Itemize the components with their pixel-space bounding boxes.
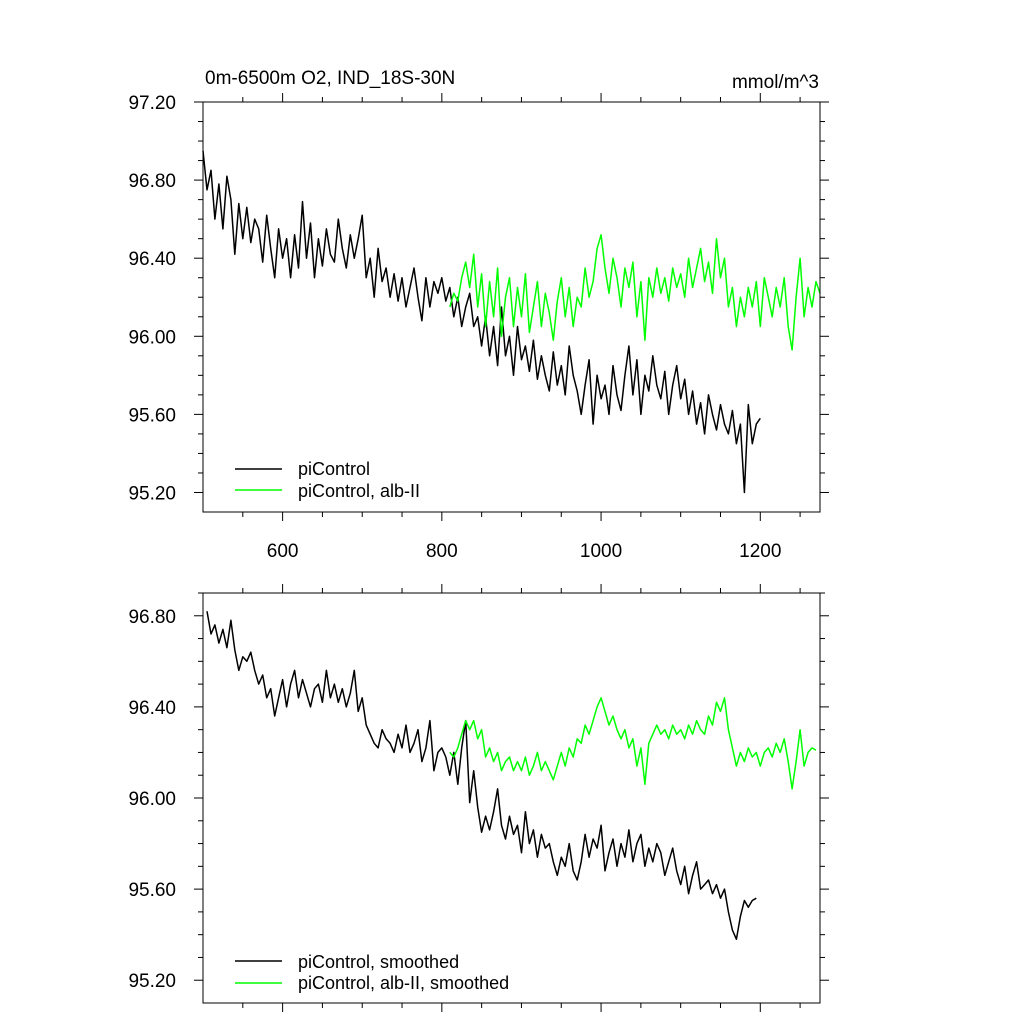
bottom-plot-frame <box>202 592 821 1004</box>
top-series-line-0 <box>202 150 761 494</box>
legend-label-picontrol-smoothed: piControl, smoothed <box>298 952 459 972</box>
y-tick-label: 96.00 <box>128 327 176 348</box>
y-tick-label: 96.00 <box>128 789 176 810</box>
chart-title: 0m-6500m O2, IND_18S-30N <box>205 68 455 89</box>
x-tick-label: 800 <box>426 541 458 562</box>
top-panel: 0m-6500m O2, IND_18S-30N mmol/m^3 600 800… <box>128 68 829 562</box>
y-tick-label: 96.40 <box>128 698 176 719</box>
y-tick-label: 96.40 <box>128 249 176 270</box>
y-tick-label: 95.20 <box>128 971 176 992</box>
bottom-panel: 95.20 95.60 96.00 96.40 96.80 piControl, smo… <box>128 584 829 1012</box>
legend: piControl, smoothed piControl, alb-II, s… <box>235 952 509 993</box>
x-tick-label: 1200 <box>739 541 781 562</box>
y-tick-label: 96.80 <box>128 171 176 192</box>
x-tick-label: 1000 <box>580 541 622 562</box>
y-tick-label: 96.80 <box>128 607 176 628</box>
bottom-series-line-0 <box>206 611 757 940</box>
x-tick-label: 600 <box>267 541 299 562</box>
y-tick-label: 95.20 <box>128 483 176 504</box>
bottom-series-line-1 <box>449 697 817 790</box>
y-tick-label: 95.60 <box>128 405 176 426</box>
y-tick-label: 95.60 <box>128 880 176 901</box>
legend-label-alb-ii: piControl, alb-II <box>298 481 420 501</box>
top-series-line-1 <box>449 234 821 351</box>
legend: piControl piControl, alb-II <box>235 459 420 501</box>
top-plot-frame <box>202 101 821 513</box>
y-tick-label: 97.20 <box>128 93 176 114</box>
units-label: mmol/m^3 <box>732 72 819 93</box>
legend-label-picontrol: piControl <box>298 459 370 479</box>
legend-label-alb-ii-smoothed: piControl, alb-II, smoothed <box>298 973 509 993</box>
